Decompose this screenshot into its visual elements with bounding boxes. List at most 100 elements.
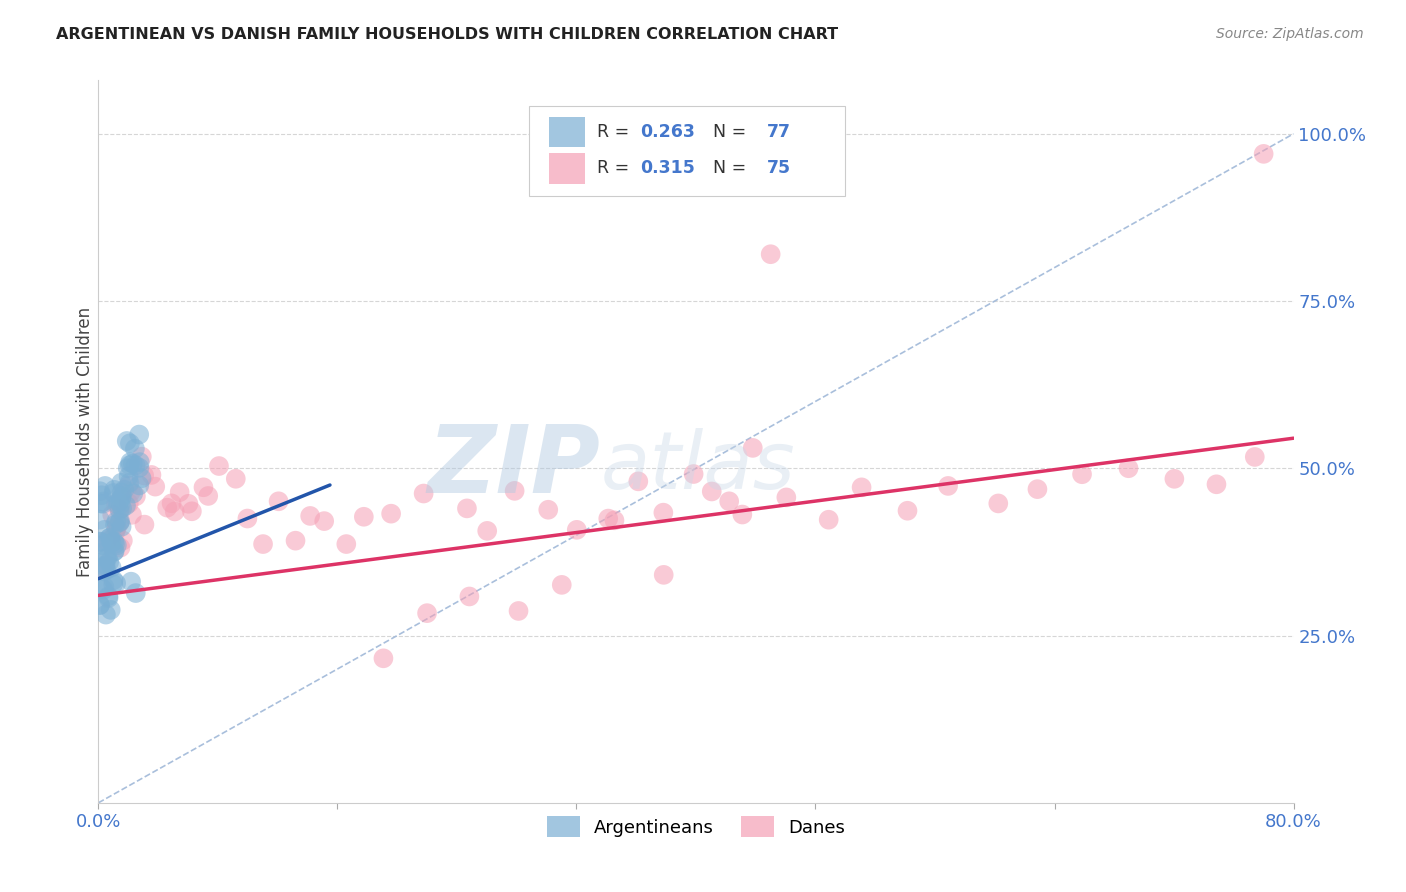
FancyBboxPatch shape <box>548 117 585 147</box>
Danes <box>775 491 797 505</box>
Danes <box>108 502 131 516</box>
Argentineans <box>112 483 135 497</box>
Argentineans <box>131 471 153 485</box>
Text: ARGENTINEAN VS DANISH FAMILY HOUSEHOLDS WITH CHILDREN CORRELATION CHART: ARGENTINEAN VS DANISH FAMILY HOUSEHOLDS … <box>56 27 838 42</box>
Danes <box>193 480 215 494</box>
Danes <box>101 508 124 522</box>
Danes <box>121 508 143 522</box>
Danes <box>108 516 131 530</box>
Danes <box>105 497 128 511</box>
Danes <box>105 521 128 535</box>
Argentineans <box>117 461 139 475</box>
Text: R =: R = <box>596 123 634 141</box>
Danes <box>118 478 141 492</box>
Legend: Argentineans, Danes: Argentineans, Danes <box>540 809 852 845</box>
Danes <box>565 523 588 537</box>
Argentineans <box>117 469 139 483</box>
Argentineans <box>89 598 111 612</box>
Argentineans <box>100 603 122 617</box>
Argentineans <box>128 455 150 469</box>
Argentineans <box>91 497 114 511</box>
Argentineans <box>97 589 120 603</box>
Danes <box>163 504 186 518</box>
Argentineans <box>90 581 112 595</box>
Argentineans <box>94 479 117 493</box>
Argentineans <box>89 598 111 612</box>
Danes <box>156 500 179 515</box>
Text: Source: ZipAtlas.com: Source: ZipAtlas.com <box>1216 27 1364 41</box>
Danes <box>682 467 704 481</box>
Argentineans <box>124 458 146 473</box>
Argentineans <box>128 427 150 442</box>
Danes <box>551 578 574 592</box>
Text: 0.263: 0.263 <box>640 123 695 141</box>
Danes <box>700 484 723 499</box>
Argentineans <box>108 494 131 508</box>
Danes <box>598 511 620 525</box>
Danes <box>252 537 274 551</box>
Argentineans <box>105 515 128 529</box>
Argentineans <box>90 488 112 502</box>
Argentineans <box>96 563 118 577</box>
Argentineans <box>90 535 112 549</box>
Argentineans <box>103 483 125 497</box>
Argentineans <box>118 458 141 473</box>
Danes <box>143 480 166 494</box>
Danes <box>987 496 1010 510</box>
Argentineans <box>90 496 112 510</box>
Argentineans <box>108 514 131 528</box>
Danes <box>160 496 183 510</box>
Danes <box>118 496 141 510</box>
Danes <box>416 606 439 620</box>
Danes <box>508 604 530 618</box>
Danes <box>503 483 526 498</box>
Danes <box>456 501 478 516</box>
Argentineans <box>100 533 122 547</box>
Argentineans <box>111 489 134 503</box>
Argentineans <box>104 537 127 551</box>
Danes <box>936 479 959 493</box>
Argentineans <box>89 534 111 549</box>
Danes <box>314 514 336 528</box>
Danes <box>1026 482 1049 496</box>
Danes <box>134 517 156 532</box>
Danes <box>1118 461 1140 475</box>
Argentineans <box>128 478 150 492</box>
Danes <box>96 534 118 549</box>
Argentineans <box>118 436 141 450</box>
Argentineans <box>115 434 138 448</box>
Text: 77: 77 <box>766 123 790 141</box>
Argentineans <box>100 560 122 574</box>
Argentineans <box>103 545 125 559</box>
Argentineans <box>94 607 117 622</box>
Text: 75: 75 <box>766 160 790 178</box>
Argentineans <box>93 565 115 579</box>
Danes <box>458 590 481 604</box>
Argentineans <box>108 516 131 530</box>
FancyBboxPatch shape <box>529 105 845 196</box>
Argentineans <box>89 484 111 499</box>
FancyBboxPatch shape <box>548 153 585 184</box>
Argentineans <box>111 501 134 516</box>
Danes <box>335 537 357 551</box>
Danes <box>197 489 219 503</box>
Danes <box>299 508 322 523</box>
Danes <box>1163 472 1185 486</box>
Argentineans <box>89 513 111 527</box>
Danes <box>851 480 873 494</box>
Danes <box>896 504 918 518</box>
Argentineans <box>124 442 146 456</box>
Danes <box>477 524 499 538</box>
Argentineans <box>96 550 118 565</box>
Danes <box>718 494 741 508</box>
Danes <box>1071 467 1094 482</box>
Text: ZIP: ZIP <box>427 421 600 513</box>
Danes <box>169 485 191 500</box>
Danes <box>412 486 434 500</box>
Danes <box>537 502 560 516</box>
Danes <box>105 521 128 535</box>
Danes <box>1205 477 1227 491</box>
Argentineans <box>108 503 131 517</box>
Danes <box>180 504 202 518</box>
Argentineans <box>107 497 129 511</box>
